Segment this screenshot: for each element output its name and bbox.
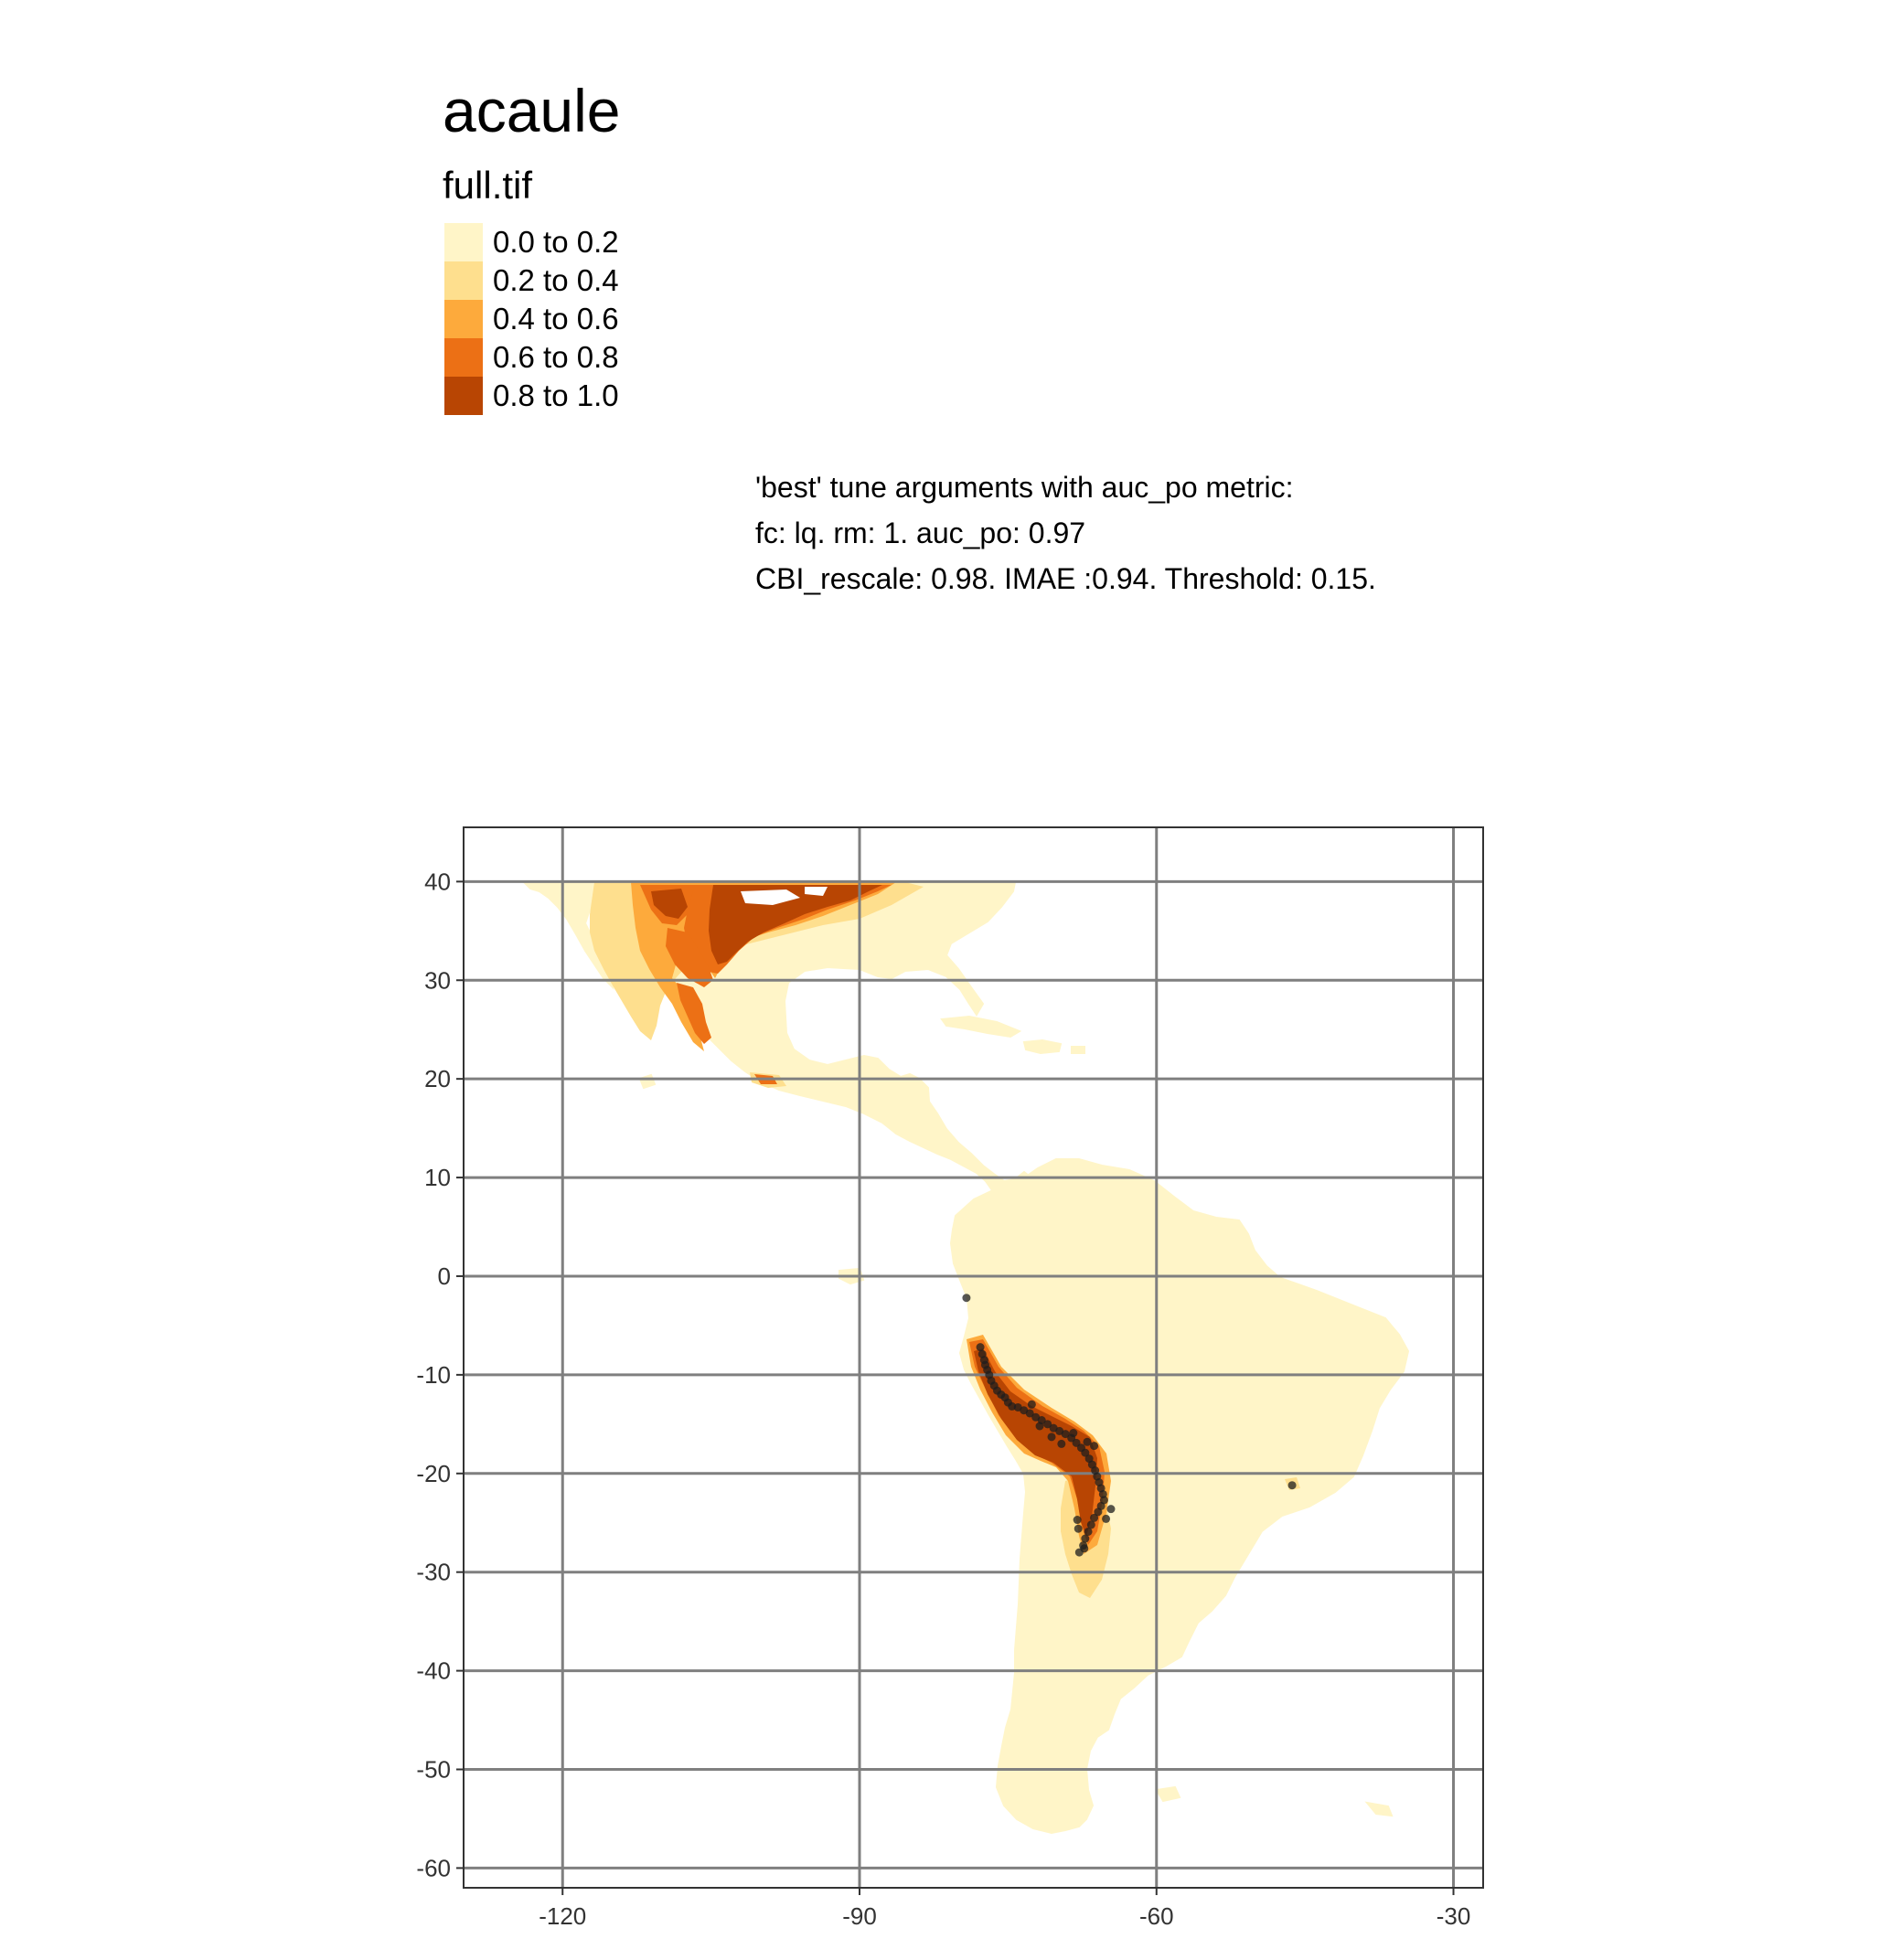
legend-swatch (444, 223, 483, 261)
occurrence-point (1081, 1448, 1090, 1457)
legend-swatch (444, 300, 483, 338)
model-caption: 'best' tune arguments with auc_po metric… (755, 464, 1376, 602)
occurrence-points (962, 1294, 1297, 1557)
x-tick-label: -60 (1139, 1902, 1174, 1930)
occurrence-point (1080, 1544, 1089, 1553)
caption-line: CBI_rescale: 0.98. IMAE :0.94. Threshold… (755, 562, 1376, 595)
occurrence-point (962, 1294, 971, 1303)
y-tick-label: 40 (424, 868, 451, 895)
occurrence-point (1094, 1507, 1103, 1517)
suitability-0-0.2-layer (521, 881, 1410, 1835)
occurrence-point (1102, 1514, 1111, 1523)
legend-title: full.tif (443, 164, 533, 207)
occurrence-point (1090, 1442, 1099, 1451)
occurrence-point (1047, 1433, 1056, 1442)
occurrence-point (1057, 1439, 1066, 1448)
south-georgia-land (1364, 1801, 1394, 1817)
x-tick-label: -90 (842, 1902, 877, 1930)
y-tick-label: -40 (416, 1657, 451, 1685)
south-america-land (949, 1158, 1410, 1835)
occurrence-point (1106, 1505, 1116, 1514)
y-tick-label: 0 (438, 1262, 451, 1290)
occurrence-point (1043, 1420, 1052, 1429)
no-data-holes (741, 887, 828, 905)
legend-label: 0.4 to 0.6 (493, 302, 619, 336)
legend-label: 0.2 to 0.4 (493, 263, 619, 297)
legend-label: 0.8 to 1.0 (493, 378, 619, 412)
legend-swatch (444, 377, 483, 415)
occurrence-point (1084, 1527, 1093, 1536)
legend-swatch (444, 261, 483, 300)
x-axis: -120 -90 -60 -30 (539, 1888, 1470, 1930)
occurrence-point (1081, 1534, 1090, 1543)
occurrence-point (1069, 1429, 1078, 1438)
caption-line: 'best' tune arguments with auc_po metric… (755, 471, 1294, 504)
x-tick-label: -120 (539, 1902, 586, 1930)
falklands-land (1155, 1785, 1181, 1803)
y-tick-label: 30 (424, 966, 451, 994)
hispaniola-land (1022, 1039, 1063, 1055)
map-title: acaule (443, 77, 621, 144)
occurrence-point (1074, 1524, 1083, 1533)
y-axis: 40 30 20 10 0 -10 -20 -30 -40 -50 -60 (416, 868, 464, 1881)
graticule (464, 827, 1483, 1888)
y-tick-label: -60 (416, 1854, 451, 1881)
y-tick-label: 10 (424, 1164, 451, 1191)
legend-label: 0.0 to 0.2 (493, 225, 619, 259)
y-tick-label: -20 (416, 1460, 451, 1487)
y-tick-label: 20 (424, 1065, 451, 1092)
y-tick-label: -10 (416, 1361, 451, 1389)
occurrence-point (1035, 1422, 1044, 1431)
y-tick-label: -30 (416, 1559, 451, 1586)
y-tick-label: -50 (416, 1756, 451, 1784)
legend-label: 0.6 to 0.8 (493, 340, 619, 374)
occurrence-point (1025, 1409, 1034, 1418)
occurrence-point (1083, 1437, 1092, 1446)
puerto-rico-land (1071, 1046, 1085, 1054)
occurrence-point (1061, 1430, 1070, 1439)
caption-line: fc: lq. rm: 1. auc_po: 0.97 (755, 517, 1086, 549)
occurrence-point (976, 1343, 985, 1352)
panel-border (463, 826, 1484, 1889)
x-tick-label: -30 (1437, 1902, 1471, 1930)
legend-swatch (444, 338, 483, 377)
occurrence-point (1027, 1400, 1036, 1409)
occurrence-point (1287, 1481, 1297, 1490)
occurrence-point (1086, 1520, 1095, 1529)
occurrence-point (1090, 1513, 1099, 1522)
cuba-land (940, 1015, 1022, 1039)
occurrence-point (1073, 1516, 1082, 1525)
